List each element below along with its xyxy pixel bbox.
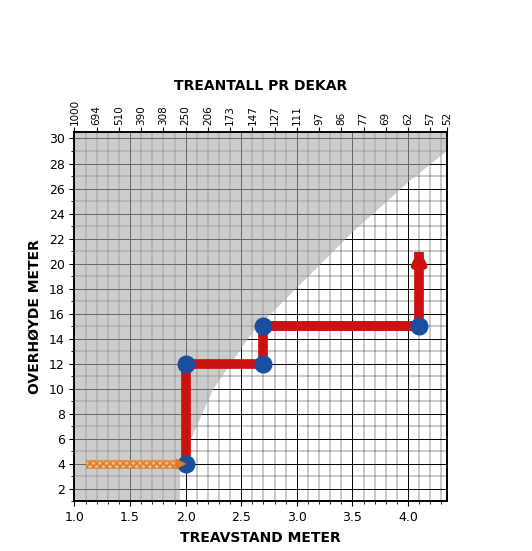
Y-axis label: OVERHØYDE METER: OVERHØYDE METER bbox=[28, 239, 42, 395]
X-axis label: TREANTALL PR DEKAR: TREANTALL PR DEKAR bbox=[174, 79, 347, 93]
Polygon shape bbox=[74, 132, 447, 501]
X-axis label: TREAVSTAND METER: TREAVSTAND METER bbox=[180, 531, 341, 545]
Bar bbox=[86, 460, 182, 468]
Bar bbox=[86, 460, 182, 468]
